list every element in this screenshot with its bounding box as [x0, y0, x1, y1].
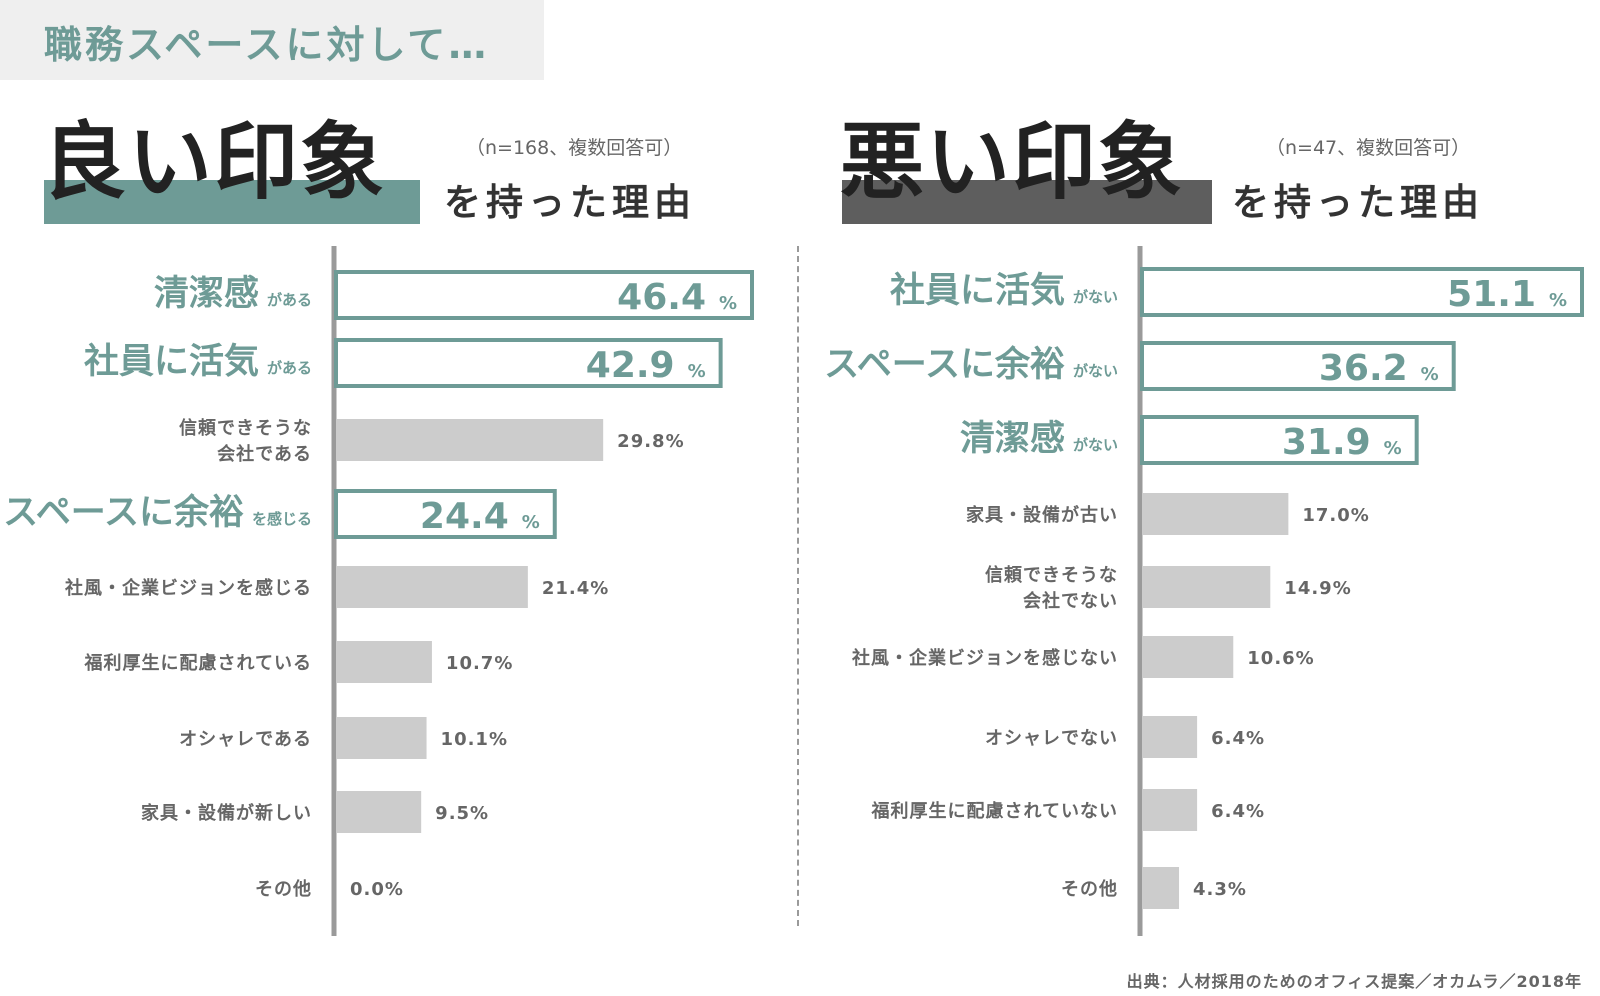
- good-bar-7: [336, 791, 422, 833]
- good-sample-note: （n=168、複数回答可）: [466, 137, 683, 159]
- good-value-label-0: 46.4: [617, 277, 706, 318]
- good-category-label-2-line-0: 信頼できそうな: [179, 417, 312, 439]
- bad-value-label-8: 4.3%: [1193, 879, 1247, 900]
- page-title: 職務スペースに対して…: [44, 23, 490, 67]
- bad-category-label-0: 社員に活気 がない: [890, 271, 1118, 311]
- good-bar-3: [334, 489, 557, 539]
- good-value-label-4: 21.4%: [542, 578, 609, 599]
- bad-reasons-chart: 51.1 % 社員に活気 がない 36.2 % スペースに余裕 がない 31.9 % 清潔感 がない 1…: [824, 246, 1584, 936]
- bad-category-label-2: 清潔感 がない: [960, 419, 1118, 459]
- good-panel-title-suffix: を持った理由: [444, 181, 696, 224]
- bad-category-label-5: 社風・企業ビジョンを感じない: [852, 647, 1118, 669]
- bad-bar-1: [1140, 341, 1456, 391]
- bad-value-unit-2: %: [1384, 438, 1402, 459]
- bad-bar-5: [1142, 636, 1234, 678]
- bad-title-band: [842, 180, 1212, 224]
- bad-bar-3: [1142, 493, 1289, 535]
- bad-value-label-6: 6.4%: [1211, 728, 1265, 749]
- good-bar-6: [336, 717, 427, 759]
- good-value-label-5: 10.7%: [446, 653, 513, 674]
- header-banner: [0, 0, 544, 80]
- good-category-label-6: オシャレである: [179, 729, 312, 750]
- good-value-label-8: 0.0%: [350, 879, 404, 900]
- good-category-label-3: スペースに余裕 を感じる: [3, 492, 312, 533]
- good-bar-0: [334, 270, 754, 320]
- good-value-unit-0: %: [719, 293, 737, 314]
- good-bar-4: [336, 566, 528, 608]
- bad-category-label-4-line-1: 会社でない: [1023, 590, 1118, 612]
- bad-category-label-4-line-0: 信頼できそうな: [985, 564, 1118, 586]
- bad-value-label-4: 14.9%: [1284, 578, 1351, 599]
- bad-bar-0: [1140, 267, 1584, 317]
- bad-category-label-1: スペースに余裕 がない: [824, 344, 1118, 385]
- bad-value-label-0: 51.1: [1447, 274, 1536, 315]
- source-note: 出典：人材採用のためのオフィス提案／オカムラ／2018年: [1126, 972, 1582, 991]
- bad-category-label-3: 家具・設備が古い: [966, 504, 1118, 526]
- good-bar-5: [336, 641, 432, 683]
- good-value-label-3: 24.4: [420, 496, 509, 537]
- bad-value-unit-1: %: [1421, 364, 1439, 385]
- good-value-label-6: 10.1%: [441, 729, 508, 750]
- good-category-label-7: 家具・設備が新しい: [141, 802, 312, 824]
- good-value-unit-3: %: [522, 512, 540, 533]
- good-value-label-1: 42.9: [586, 345, 675, 386]
- good-category-label-0: 清潔感 がある: [154, 274, 312, 314]
- good-reasons-chart: 46.4 % 清潔感 がある 42.9 % 社員に活気 がある 29.8% 信頼できそうな会社であ…: [3, 246, 754, 936]
- good-title-band: [44, 180, 420, 224]
- good-category-label-8: その他: [255, 878, 312, 900]
- good-panel-title: 良い印象: [42, 113, 387, 211]
- bad-value-label-7: 6.4%: [1211, 801, 1265, 822]
- bad-bar-2: [1140, 415, 1419, 465]
- good-category-label-2-line-1: 会社である: [217, 443, 312, 465]
- good-category-label-4: 社風・企業ビジョンを感じる: [65, 577, 312, 599]
- bad-category-label-6: オシャレでない: [985, 728, 1118, 749]
- good-category-label-5: 福利厚生に配慮されている: [84, 652, 312, 674]
- panel-divider: [797, 246, 799, 926]
- good-bar-2: [336, 419, 604, 461]
- bad-bar-7: [1142, 789, 1198, 831]
- good-value-label-7: 9.5%: [435, 803, 489, 824]
- bad-panel-title-suffix: を持った理由: [1232, 181, 1484, 224]
- bad-value-label-3: 17.0%: [1302, 505, 1369, 526]
- bad-bar-6: [1142, 716, 1198, 758]
- bad-panel-title: 悪い印象: [840, 113, 1185, 211]
- bad-value-label-5: 10.6%: [1247, 648, 1314, 669]
- bad-category-label-7: 福利厚生に配慮されていない: [871, 800, 1118, 822]
- good-category-label-1: 社員に活気 がある: [84, 342, 312, 382]
- bad-bar-4: [1142, 566, 1271, 608]
- bad-value-unit-0: %: [1549, 290, 1567, 311]
- bad-category-label-8: その他: [1061, 878, 1118, 900]
- bad-value-label-1: 36.2: [1319, 348, 1408, 389]
- good-value-unit-1: %: [688, 361, 706, 382]
- good-bar-1: [334, 338, 723, 388]
- bad-bar-8: [1142, 867, 1180, 909]
- good-value-label-2: 29.8%: [617, 431, 684, 452]
- bad-value-label-2: 31.9: [1282, 422, 1371, 463]
- bad-sample-note: （n=47、複数回答可）: [1266, 137, 1471, 159]
